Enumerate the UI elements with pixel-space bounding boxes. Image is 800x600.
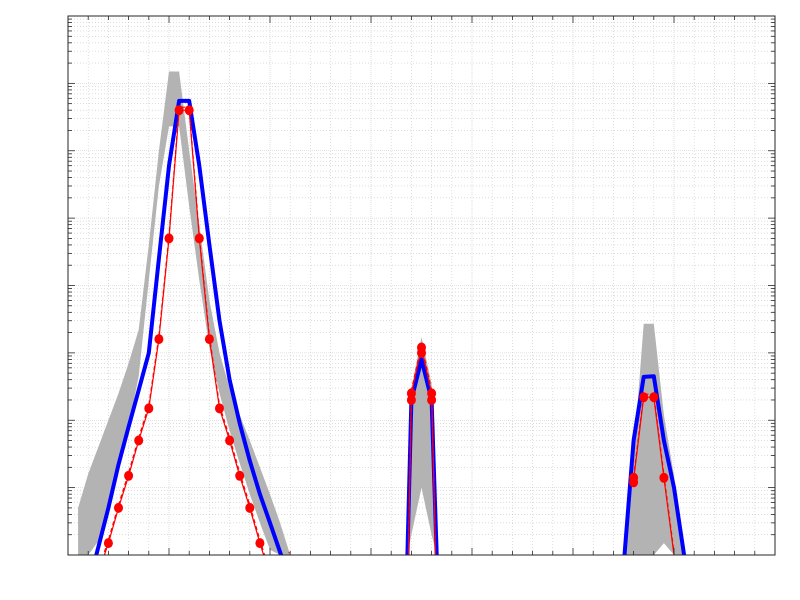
- measured-point: [103, 538, 113, 549]
- measured-point: [134, 435, 144, 446]
- measured-point: [406, 388, 416, 399]
- measured-point: [124, 470, 134, 481]
- measured-point: [164, 233, 174, 244]
- measured-point: [639, 392, 649, 403]
- measured-point: [174, 105, 184, 116]
- measured-point: [225, 435, 235, 446]
- measured-point: [255, 538, 265, 549]
- ticks: [67, 16, 776, 556]
- measured-point: [184, 105, 194, 116]
- measured-point: [235, 470, 245, 481]
- mean-line: [622, 374, 687, 555]
- measured-point: [154, 334, 164, 345]
- measured-point: [194, 233, 204, 244]
- uncertainty-band: [623, 323, 685, 555]
- measured-point: [245, 502, 255, 513]
- mean-line: [94, 98, 302, 555]
- measured-point: [659, 472, 669, 483]
- measured-point: [629, 472, 639, 483]
- measured-dashed-line: [407, 344, 437, 553]
- measured-point: [114, 502, 123, 513]
- measured-point: [144, 403, 154, 414]
- measured-line: [103, 109, 290, 555]
- measured-point: [204, 334, 214, 345]
- measured-point: [427, 388, 437, 399]
- measured-dashed-line: [103, 106, 290, 555]
- uncertainty-band: [78, 71, 311, 555]
- data-layer: [78, 71, 687, 555]
- axes-box: [67, 15, 776, 556]
- measured-point: [417, 347, 426, 358]
- measured-point: [649, 392, 659, 403]
- measured-point: [215, 403, 224, 414]
